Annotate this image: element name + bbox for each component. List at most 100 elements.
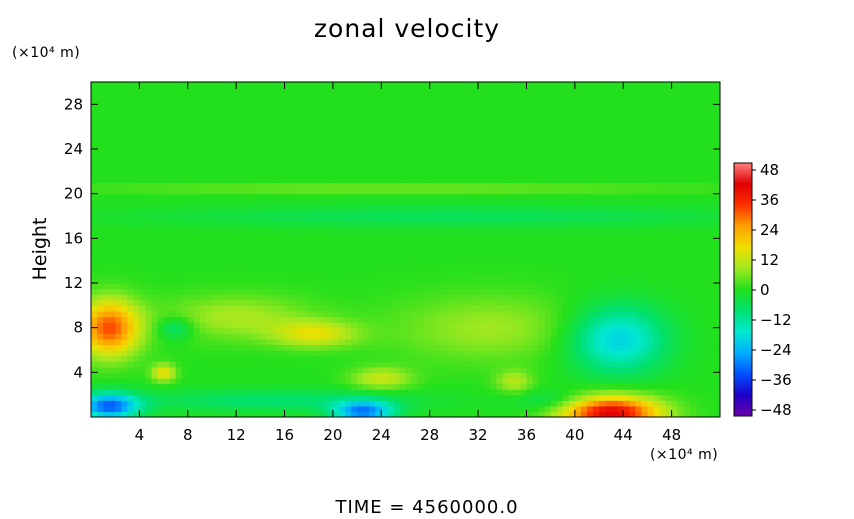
heatmap-cell bbox=[151, 383, 159, 390]
heatmap-cell bbox=[665, 210, 673, 217]
heatmap-cell bbox=[103, 377, 110, 385]
heatmap-cell bbox=[115, 389, 122, 396]
heatmap-cell bbox=[538, 305, 546, 312]
heatmap-cell bbox=[260, 149, 267, 156]
heatmap-cell bbox=[320, 411, 328, 417]
heatmap-cell bbox=[677, 400, 685, 407]
heatmap-cell bbox=[103, 305, 110, 312]
heatmap-cell bbox=[574, 394, 582, 401]
heatmap-cell bbox=[187, 165, 195, 172]
heatmap-cell bbox=[151, 188, 159, 195]
heatmap-cell bbox=[465, 338, 473, 346]
heatmap-cell bbox=[266, 266, 274, 273]
heatmap-cell bbox=[435, 350, 443, 357]
heatmap-cell bbox=[109, 221, 116, 228]
heatmap-cell bbox=[435, 227, 443, 234]
heatmap-cell bbox=[381, 389, 388, 396]
heatmap-cell bbox=[363, 271, 370, 279]
heatmap-cell bbox=[405, 316, 413, 323]
heatmap-cell bbox=[689, 361, 697, 368]
heatmap-cell bbox=[381, 260, 388, 267]
heatmap-cell bbox=[381, 383, 388, 390]
heatmap-cell bbox=[211, 294, 219, 301]
heatmap-cell bbox=[230, 344, 237, 351]
heatmap-cell bbox=[580, 171, 588, 178]
heatmap-cell bbox=[393, 227, 401, 234]
heatmap-cell bbox=[91, 232, 98, 239]
heatmap-cell bbox=[484, 372, 491, 379]
heatmap-cell bbox=[707, 160, 715, 167]
heatmap-cell bbox=[157, 165, 165, 172]
heatmap-cell bbox=[139, 266, 147, 273]
heatmap-cell bbox=[109, 176, 116, 184]
heatmap-cell bbox=[181, 238, 189, 245]
heatmap-cell bbox=[411, 338, 419, 346]
heatmap-cell bbox=[568, 171, 576, 178]
heatmap-cell bbox=[568, 271, 576, 279]
heatmap-cell bbox=[641, 394, 649, 401]
heatmap-cell bbox=[375, 154, 382, 161]
heatmap-cell bbox=[272, 333, 280, 340]
heatmap-cell bbox=[526, 361, 534, 368]
heatmap-cell bbox=[97, 327, 104, 334]
heatmap-cell bbox=[526, 411, 534, 417]
heatmap-cell bbox=[580, 394, 588, 401]
heatmap-cell bbox=[441, 327, 449, 334]
heatmap-cell bbox=[345, 333, 352, 340]
heatmap-cell bbox=[91, 266, 98, 273]
heatmap-cell bbox=[314, 199, 322, 206]
heatmap-cell bbox=[254, 160, 261, 167]
heatmap-cell bbox=[641, 405, 649, 413]
heatmap-cell bbox=[393, 176, 401, 184]
heatmap-cell bbox=[659, 366, 667, 373]
heatmap-cell bbox=[351, 394, 358, 401]
heatmap-cell bbox=[659, 176, 667, 184]
heatmap-cell bbox=[109, 171, 116, 178]
heatmap-cell bbox=[115, 405, 122, 413]
heatmap-cell bbox=[592, 171, 600, 178]
heatmap-cell bbox=[447, 327, 455, 334]
heatmap-cell bbox=[326, 400, 334, 407]
heatmap-cell bbox=[441, 204, 449, 212]
heatmap-cell bbox=[296, 182, 304, 189]
heatmap-cell bbox=[387, 305, 395, 312]
heatmap-cell bbox=[369, 249, 376, 256]
heatmap-cell bbox=[284, 411, 292, 417]
heatmap-cell bbox=[187, 338, 195, 346]
heatmap-cell bbox=[115, 176, 122, 184]
heatmap-cell bbox=[556, 221, 564, 228]
heatmap-cell bbox=[187, 366, 195, 373]
heatmap-cell bbox=[478, 232, 485, 239]
heatmap-cell bbox=[695, 310, 703, 318]
heatmap-cell bbox=[302, 305, 310, 312]
heatmap-cell bbox=[544, 227, 552, 234]
heatmap-cell bbox=[574, 383, 582, 390]
heatmap-cell bbox=[586, 182, 594, 189]
heatmap-cell bbox=[713, 283, 720, 290]
heatmap-cell bbox=[133, 355, 140, 362]
heatmap-cell bbox=[381, 366, 388, 373]
heatmap-cell bbox=[550, 176, 558, 184]
heatmap-cell bbox=[544, 216, 552, 223]
heatmap-cell bbox=[556, 361, 564, 368]
heatmap-cell bbox=[199, 294, 207, 301]
heatmap-cell bbox=[224, 199, 231, 206]
heatmap-cell bbox=[544, 361, 552, 368]
heatmap-cell bbox=[369, 333, 376, 340]
heatmap-cell bbox=[345, 176, 352, 184]
heatmap-cell bbox=[326, 389, 334, 396]
heatmap-cell bbox=[586, 355, 594, 362]
heatmap-cell bbox=[387, 188, 395, 195]
heatmap-cell bbox=[683, 294, 691, 301]
heatmap-cell bbox=[580, 271, 588, 279]
heatmap-cell bbox=[375, 355, 382, 362]
heatmap-cell bbox=[326, 154, 334, 161]
heatmap-cell bbox=[484, 394, 491, 401]
heatmap-cell bbox=[290, 299, 298, 306]
heatmap-cell bbox=[308, 249, 316, 256]
heatmap-cell bbox=[332, 316, 340, 323]
heatmap-cell bbox=[465, 333, 473, 340]
heatmap-cell bbox=[254, 389, 261, 396]
heatmap-cell bbox=[157, 288, 165, 295]
heatmap-cell bbox=[586, 232, 594, 239]
